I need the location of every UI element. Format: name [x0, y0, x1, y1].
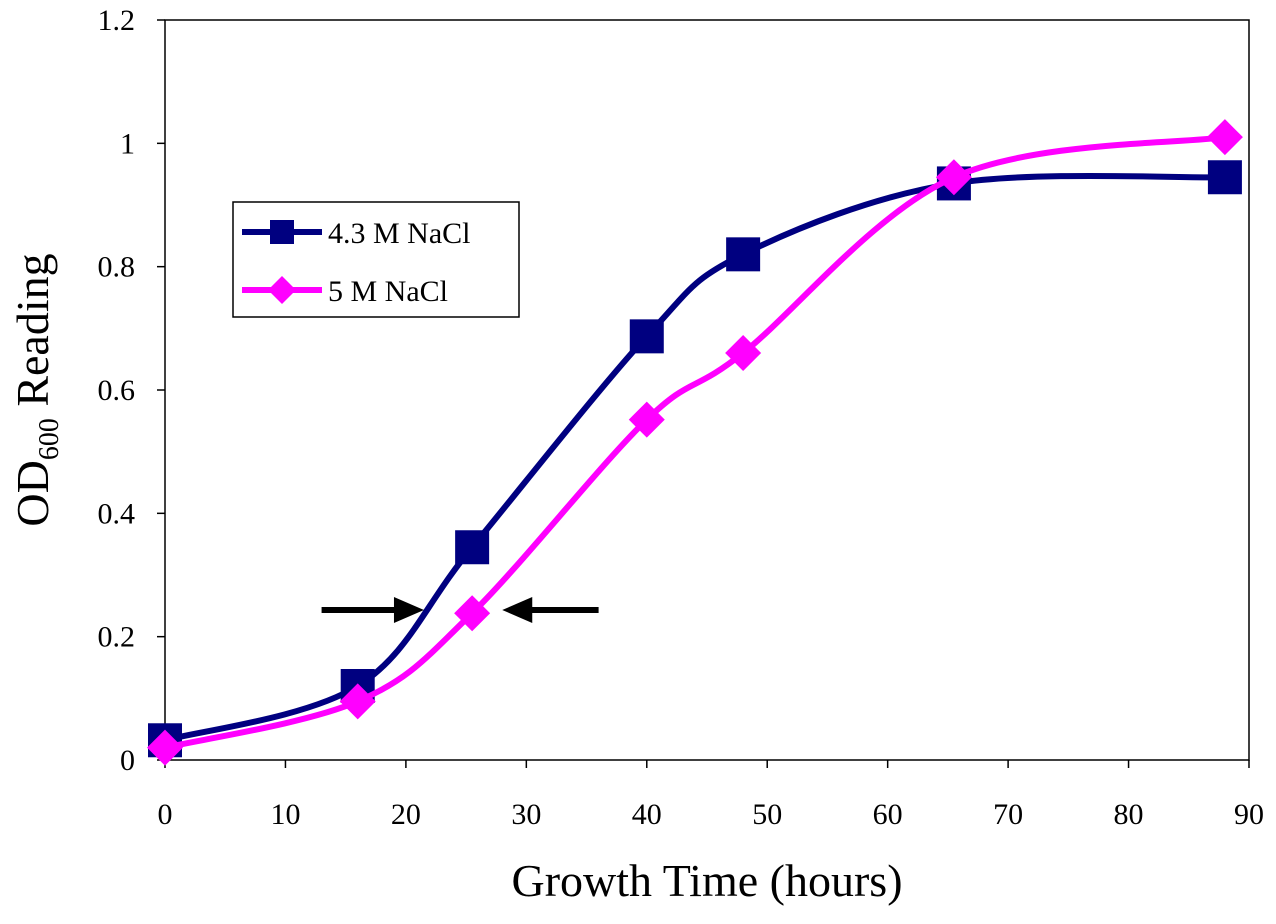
y-tick-label: 0.2	[98, 621, 136, 654]
y-axis-title-main: OD	[7, 460, 58, 526]
data-point	[725, 335, 762, 371]
data-point	[1207, 160, 1242, 195]
x-tick-label: 30	[511, 798, 541, 831]
x-tick-label: 50	[752, 798, 782, 831]
x-tick-label: 60	[873, 798, 903, 831]
legend-label-5m: 5 M NaCl	[328, 275, 448, 308]
y-tick-label: 0.6	[98, 374, 136, 407]
y-tick-label: 1	[120, 127, 135, 160]
y-tick-label: 0.8	[98, 251, 136, 284]
series-1	[147, 119, 1243, 766]
annotations	[321, 597, 599, 623]
x-tick-label: 90	[1234, 798, 1264, 831]
y-axis-title: OD600 Reading	[7, 253, 65, 526]
legend: 4.3 M NaCl 5 M NaCl	[232, 201, 520, 318]
y-tick-label: 1.2	[98, 4, 136, 37]
data-point	[629, 319, 664, 354]
y-axis-title-subscript: 600	[34, 418, 65, 460]
arrow-head	[502, 597, 533, 623]
data-point	[455, 530, 490, 565]
x-tick-label: 10	[270, 798, 300, 831]
x-tick-label: 80	[1114, 798, 1144, 831]
y-tick-label: 0.4	[98, 497, 136, 530]
data-point	[726, 237, 761, 272]
data-point	[1206, 119, 1243, 156]
x-tick-label: 40	[632, 798, 662, 831]
data-point	[935, 159, 972, 196]
x-axis-title: Growth Time (hours)	[511, 855, 902, 906]
x-tick-label: 20	[391, 798, 421, 831]
plot-area	[164, 19, 1250, 761]
data-point	[454, 595, 491, 632]
data-point	[147, 729, 183, 766]
legend-marker-5m	[268, 276, 296, 304]
y-tick-label: 0	[120, 744, 135, 777]
data-point	[339, 683, 376, 720]
legend-label-4-3m: 4.3 M NaCl	[328, 217, 471, 250]
x-tick-label: 70	[993, 798, 1023, 831]
axis-ticks: 0 10 20 30 40 50 60 70 80 90 0 0.2 0.4 0.6 0.8 1 1.2	[98, 4, 1265, 831]
y-axis-title-rest: Reading	[7, 253, 58, 418]
x-tick-label: 0	[158, 798, 173, 831]
data-point	[628, 401, 665, 438]
legend-marker-4-3m	[270, 220, 294, 244]
arrow-annotation	[321, 597, 424, 623]
series-layer	[147, 119, 1243, 766]
arrow-annotation	[502, 597, 599, 623]
arrow-head	[393, 597, 424, 623]
